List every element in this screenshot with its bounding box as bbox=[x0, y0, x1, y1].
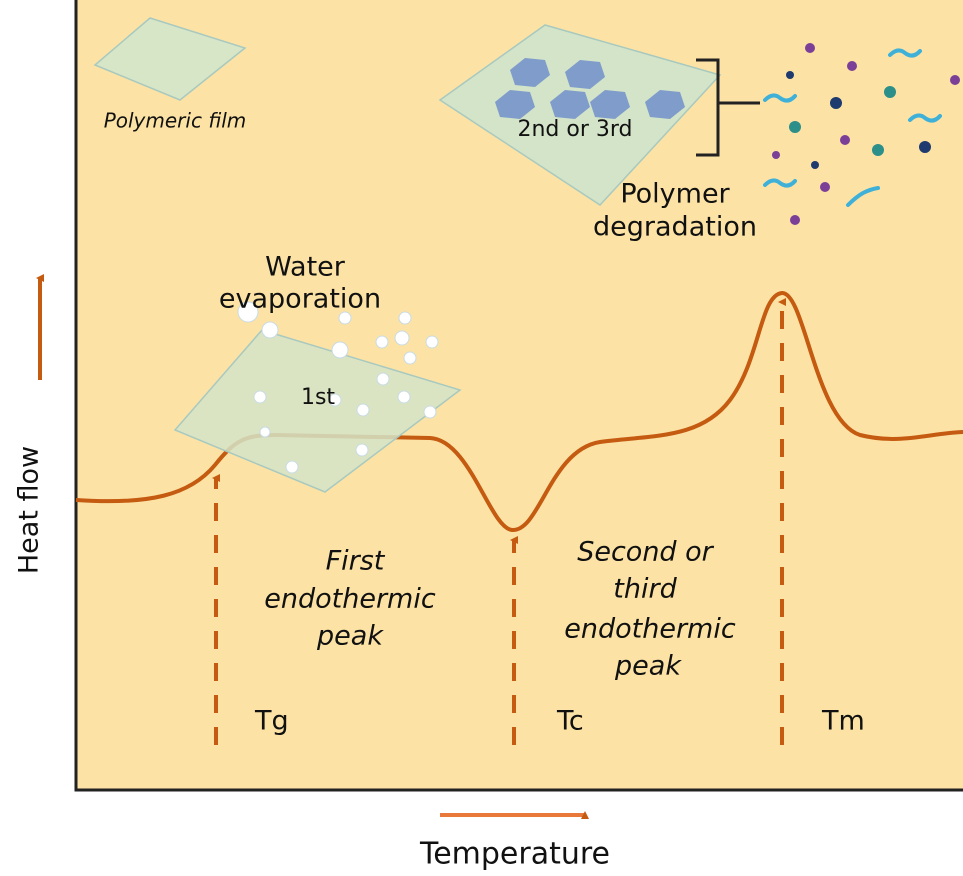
annotation: peak bbox=[316, 621, 384, 652]
film-label: 2nd or 3rd bbox=[517, 117, 632, 142]
annotation: Polymer bbox=[620, 179, 730, 210]
marker-label: Tm bbox=[821, 706, 865, 737]
annotation: third bbox=[613, 574, 677, 605]
annotation: First bbox=[326, 546, 386, 577]
annotation: endothermic bbox=[564, 614, 736, 645]
film-label: 1st bbox=[301, 385, 335, 410]
annotation: evaporation bbox=[219, 284, 381, 315]
y-label: Heat flow bbox=[14, 446, 45, 574]
annotation: peak bbox=[614, 651, 682, 682]
marker-label: Tg bbox=[254, 706, 289, 737]
annotation: endothermic bbox=[264, 584, 436, 615]
diagram: Heat flow Temperature Polymeric film 2nd… bbox=[0, 0, 963, 872]
marker-label: Tc bbox=[556, 706, 584, 737]
annotation: Water bbox=[265, 252, 346, 283]
x-label: Temperature bbox=[419, 837, 610, 872]
film-label: Polymeric film bbox=[104, 109, 247, 133]
annotation: degradation bbox=[593, 212, 757, 243]
annotation: Second or bbox=[577, 537, 714, 568]
